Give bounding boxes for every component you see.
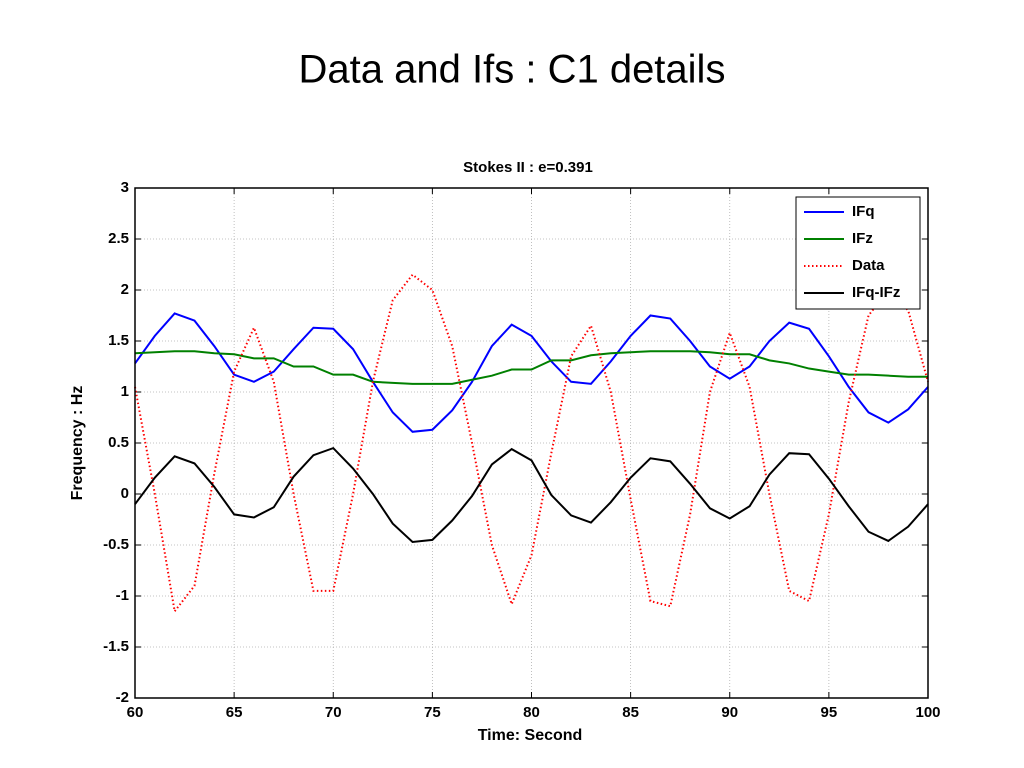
x-tick-label: 60 — [127, 704, 144, 721]
y-axis-label: Frequency : Hz — [69, 386, 86, 501]
legend-label: Data — [852, 257, 885, 274]
y-tick-label: 0 — [121, 485, 129, 502]
x-axis-label: Time: Second — [478, 727, 583, 744]
series-line — [134, 312, 929, 433]
legend: IFq IFz Data IFq-IFz — [795, 196, 921, 310]
slide-title: Data and Ifs : C1 details — [299, 48, 726, 92]
y-tick-label: -1 — [116, 587, 129, 604]
x-tick-label: 100 — [915, 704, 940, 721]
y-tick-label: 2 — [121, 281, 129, 298]
y-tick-label: 1.5 — [108, 332, 129, 349]
x-tick-label: 70 — [325, 704, 342, 721]
legend-box — [795, 196, 921, 310]
x-tick-label: 85 — [622, 704, 639, 721]
x-tick-label: 65 — [226, 704, 243, 721]
x-tick-label: 80 — [523, 704, 540, 721]
chart-title: Stokes II : e=0.391 — [463, 159, 593, 176]
legend-label: IFz — [852, 230, 873, 247]
series-line — [134, 446, 929, 543]
y-tick-label: -1.5 — [103, 638, 129, 655]
y-tick-label: 2.5 — [108, 230, 129, 247]
y-tick-label: -0.5 — [103, 536, 129, 553]
y-tick-label: 1 — [121, 383, 129, 400]
x-tick-label: 90 — [721, 704, 738, 721]
legend-label: IFq — [852, 203, 875, 220]
plot-frame — [134, 187, 929, 699]
series-line — [134, 273, 929, 614]
x-tick-label: 75 — [424, 704, 441, 721]
y-tick-label: -2 — [116, 689, 129, 706]
x-tick-label: 95 — [821, 704, 838, 721]
legend-label: IFq-IFz — [852, 284, 900, 301]
series-line — [134, 350, 928, 385]
y-tick-label: 3 — [121, 179, 129, 196]
y-tick-label: 0.5 — [108, 434, 129, 451]
